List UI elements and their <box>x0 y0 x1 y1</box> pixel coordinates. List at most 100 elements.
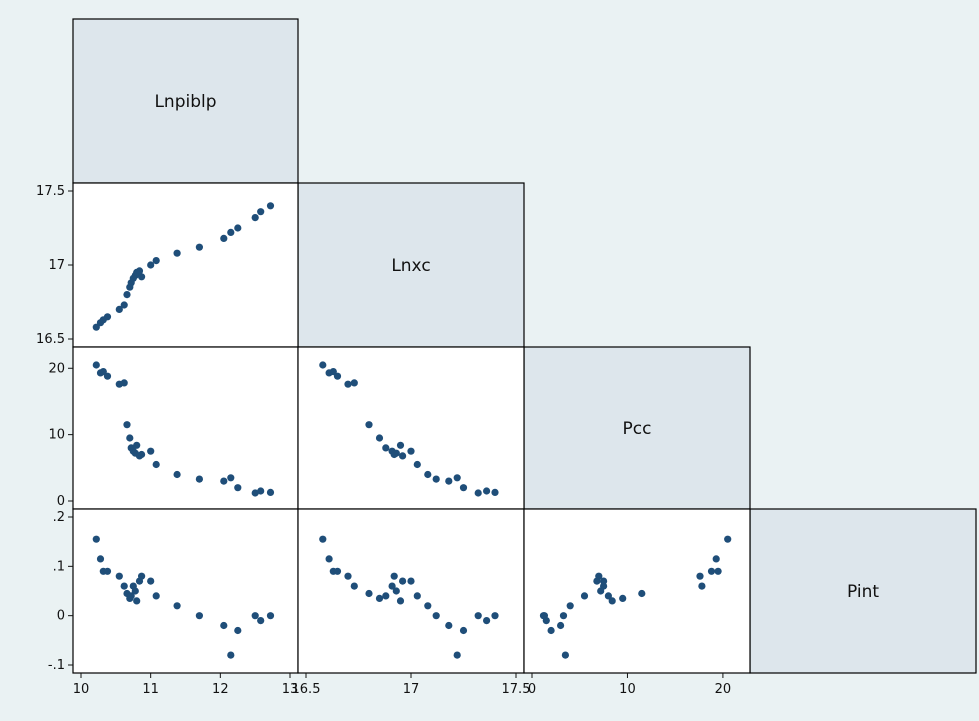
data-point <box>92 323 100 331</box>
variable-label-box <box>72 18 299 184</box>
y-axis-lnxc: 16.5 17 17.5 <box>36 184 73 347</box>
data-point <box>474 489 482 497</box>
panel-frame <box>523 508 751 674</box>
data-point <box>123 421 131 429</box>
data-point <box>319 535 327 543</box>
data-point <box>138 273 146 281</box>
data-point <box>396 441 405 449</box>
data-point <box>103 372 112 380</box>
variable-label-cell-lnpiblp: Lnpiblp <box>72 18 299 184</box>
data-point <box>424 602 432 610</box>
data-point <box>131 587 139 595</box>
data-point <box>491 488 499 496</box>
data-point <box>375 594 384 603</box>
data-point <box>413 592 421 600</box>
data-point <box>453 474 461 482</box>
data-point <box>138 572 146 580</box>
data-point <box>257 617 265 625</box>
x-axis-pcc: 0 10 20 <box>528 673 731 697</box>
data-point <box>319 361 327 369</box>
data-point <box>266 202 275 210</box>
data-point <box>390 450 398 459</box>
data-point <box>234 224 242 232</box>
data-point <box>126 434 134 442</box>
data-point <box>138 450 146 459</box>
variable-label-cell-pcc: Pcc <box>523 346 751 510</box>
data-point <box>595 572 603 580</box>
data-point <box>173 249 181 257</box>
data-point <box>604 592 613 600</box>
data-point <box>638 589 646 598</box>
data-point <box>234 484 242 492</box>
data-point <box>257 487 265 495</box>
scatter-panel-lnxc-vs-lnpiblp <box>72 182 299 348</box>
panel-frame <box>297 508 525 674</box>
data-point <box>227 651 235 659</box>
data-point <box>698 582 706 590</box>
panel-frame <box>72 508 299 674</box>
data-point <box>375 434 384 442</box>
data-point <box>432 612 440 620</box>
data-point <box>483 487 491 495</box>
data-point <box>266 488 275 496</box>
data-point <box>127 592 135 600</box>
data-point <box>396 597 405 605</box>
scatter-panel-layer <box>72 182 751 674</box>
data-point <box>445 477 453 485</box>
y-tick-label: 20 <box>48 361 65 376</box>
x-tick-label: 11 <box>142 682 159 697</box>
variable-label-box <box>523 346 751 510</box>
data-point <box>220 234 228 242</box>
data-point <box>540 612 549 620</box>
data-point <box>220 621 228 630</box>
data-point <box>120 301 128 309</box>
data-point <box>92 361 100 369</box>
data-point <box>382 444 390 452</box>
data-point <box>147 577 155 585</box>
data-point <box>152 460 160 469</box>
y-axis-pcc: 0 10 20 <box>48 361 73 509</box>
variable-label-box <box>749 508 977 674</box>
x-tick-label: 0 <box>528 682 536 697</box>
data-point <box>133 597 141 605</box>
x-tick-label: 17 <box>403 682 420 697</box>
data-point <box>147 447 155 455</box>
x-tick-label: 16.5 <box>292 682 321 697</box>
data-point <box>483 617 491 625</box>
data-point <box>600 577 608 585</box>
data-point <box>399 577 407 585</box>
x-tick-label: 13 <box>282 682 299 697</box>
variable-label-lnpiblp: Lnpiblp <box>154 92 216 112</box>
y-tick-label: 0 <box>57 609 65 624</box>
y-tick-label: 10 <box>48 428 65 443</box>
data-point <box>459 626 468 635</box>
x-tick-label: 17.5 <box>502 682 531 697</box>
x-tick-label: 20 <box>715 682 732 697</box>
variable-label-pcc: Pcc <box>623 419 652 439</box>
data-point <box>227 474 235 482</box>
x-tick-label: 10 <box>73 682 90 697</box>
data-point <box>390 572 398 580</box>
data-point <box>459 484 468 492</box>
data-point <box>561 651 570 659</box>
panel-frame <box>72 346 299 510</box>
data-point <box>234 626 242 635</box>
y-axis-pint: -.1 0 .1 .2 <box>48 510 73 673</box>
data-point <box>566 602 574 610</box>
data-point <box>557 621 565 630</box>
data-point <box>133 441 141 449</box>
data-point <box>608 597 616 605</box>
data-point <box>123 291 131 299</box>
data-point <box>453 651 461 659</box>
scatter-panel-pint-vs-lnxc <box>297 508 525 674</box>
y-tick-label: -.1 <box>48 658 65 673</box>
data-point <box>407 577 415 585</box>
data-point <box>474 612 482 620</box>
variable-label-cell-pint: Pint <box>749 508 977 674</box>
y-tick-label: 16.5 <box>36 332 65 347</box>
variable-label-pint: Pint <box>847 582 879 602</box>
data-point <box>152 257 160 265</box>
scatter-panel-pcc-vs-lnpiblp <box>72 346 299 510</box>
panel-frame <box>72 182 299 348</box>
